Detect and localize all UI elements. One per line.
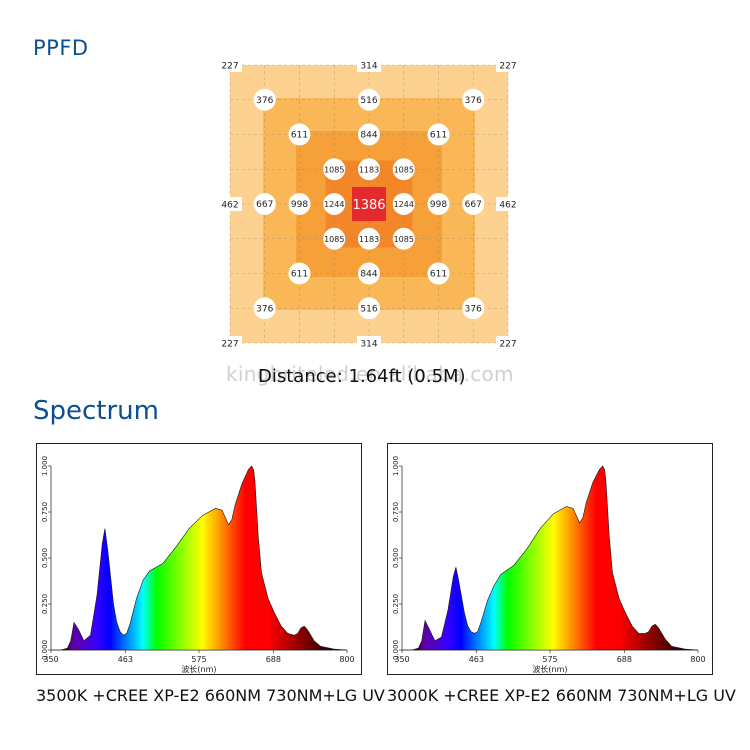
ppfd-value: 611 xyxy=(291,270,308,280)
ppfd-point: 227 xyxy=(496,58,520,72)
distance-label: Distance: 1.64ft (0.5M) xyxy=(258,366,466,387)
ppfd-value: 1244 xyxy=(324,200,344,209)
y-tick-label: 0.500 xyxy=(41,548,49,568)
watermark: kingbriteled.en.alibaba.com xyxy=(226,362,514,386)
ppfd-value: 611 xyxy=(291,131,308,141)
ppfd-value: 1183 xyxy=(359,235,379,244)
ppfd-value: 376 xyxy=(256,304,273,314)
spectrum-title: Spectrum xyxy=(33,396,159,426)
ppfd-value: 844 xyxy=(360,270,377,280)
spectrum-area xyxy=(51,465,348,651)
ppfd-value: 1085 xyxy=(394,165,414,174)
ppfd-point: 516 xyxy=(358,297,380,320)
ppfd-point: 1183 xyxy=(358,158,380,181)
ppfd-point: 376 xyxy=(253,88,276,111)
ppfd-point: 611 xyxy=(288,262,311,285)
x-tick-label: 800 xyxy=(339,655,354,664)
chart-caption-right: 3000K +CREE XP-E2 660NM 730NM+LG UV xyxy=(387,686,736,705)
ppfd-point: 1085 xyxy=(323,158,346,181)
ppfd-point: 1244 xyxy=(392,193,415,215)
x-tick-label: 463 xyxy=(118,655,133,664)
y-tick-label: 0.250 xyxy=(41,594,49,614)
y-tick-label: 0.000 xyxy=(41,640,49,660)
x-tick-label: 688 xyxy=(617,655,632,664)
ppfd-heatmap: 227 314 227 376 516 376 611 844 611 1085 1183 1085 4… xyxy=(218,58,520,350)
ppfd-point: 376 xyxy=(462,297,485,320)
ppfd-value: 611 xyxy=(430,131,447,141)
x-tick-label: 688 xyxy=(266,655,281,664)
ppfd-value: 227 xyxy=(221,62,238,72)
ppfd-point: 462 xyxy=(496,197,520,211)
spectrum-chart-left: 350 463 575 688 800 波长(nm) 0.000 0.250 0.500 0.75… xyxy=(36,443,362,675)
ppfd-value: 227 xyxy=(499,340,516,350)
ppfd-value: 1085 xyxy=(324,235,344,244)
ppfd-value: 227 xyxy=(221,340,238,350)
ppfd-value: 667 xyxy=(256,200,273,210)
ppfd-point: 516 xyxy=(358,88,380,111)
ppfd-point: 1085 xyxy=(392,227,415,250)
ppfd-point: 998 xyxy=(427,193,450,215)
y-tick-label: 0.750 xyxy=(392,502,400,522)
ppfd-value: 1183 xyxy=(359,165,379,174)
x-tick-label: 350 xyxy=(43,655,58,664)
ppfd-value: 516 xyxy=(360,304,377,314)
ppfd-point: 667 xyxy=(253,193,276,215)
ppfd-value: 998 xyxy=(430,200,447,210)
ppfd-value: 516 xyxy=(360,96,377,106)
ppfd-point: 314 xyxy=(357,58,381,72)
ppfd-value: 667 xyxy=(465,200,482,210)
chart-caption-left: 3500K +CREE XP-E2 660NM 730NM+LG UV xyxy=(36,686,385,705)
ppfd-point: 844 xyxy=(358,262,380,285)
ppfd-point: 1085 xyxy=(323,227,346,250)
ppfd-value: 227 xyxy=(499,62,516,72)
spectrum-area xyxy=(402,465,699,651)
ppfd-point: 667 xyxy=(462,193,485,215)
ppfd-value: 998 xyxy=(291,200,308,210)
ppfd-point: 1085 xyxy=(392,158,415,181)
ppfd-value: 376 xyxy=(465,96,482,106)
x-tick-label: 463 xyxy=(469,655,484,664)
ppfd-point: 611 xyxy=(427,262,450,285)
ppfd-value: 376 xyxy=(256,96,273,106)
ppfd-point: 1386 xyxy=(352,187,386,221)
x-axis-label: 波长(nm) xyxy=(181,664,216,674)
ppfd-point: 227 xyxy=(496,336,520,350)
ppfd-point: 998 xyxy=(288,193,311,215)
y-tick-label: 0.750 xyxy=(41,502,49,522)
y-tick-label: 1.000 xyxy=(41,456,49,476)
x-tick-label: 350 xyxy=(394,655,409,664)
ppfd-value: 462 xyxy=(499,201,516,211)
ppfd-point: 611 xyxy=(427,123,450,146)
ppfd-point: 462 xyxy=(218,197,242,211)
ppfd-value: 1085 xyxy=(394,235,414,244)
x-tick-label: 575 xyxy=(542,655,557,664)
ppfd-value: 376 xyxy=(465,304,482,314)
ppfd-value: 314 xyxy=(360,340,377,350)
spectrum-chart-right: 350 463 575 688 800 波长(nm) 0.000 0.250 0.500 0.75… xyxy=(387,443,713,675)
ppfd-point: 376 xyxy=(253,297,276,320)
x-axis-label: 波长(nm) xyxy=(532,664,567,674)
ppfd-point: 314 xyxy=(357,336,381,350)
x-tick-label: 800 xyxy=(690,655,705,664)
ppfd-value: 462 xyxy=(221,201,238,211)
y-tick-label: 0.250 xyxy=(392,594,400,614)
ppfd-value: 1085 xyxy=(324,165,344,174)
y-tick-label: 0.500 xyxy=(392,548,400,568)
ppfd-point: 227 xyxy=(218,336,242,350)
ppfd-point: 1244 xyxy=(323,193,346,215)
y-tick-label: 0.000 xyxy=(392,640,400,660)
ppfd-value: 844 xyxy=(360,131,377,141)
ppfd-point: 227 xyxy=(218,58,242,72)
ppfd-point: 611 xyxy=(288,123,311,146)
ppfd-value: 1386 xyxy=(352,198,385,213)
ppfd-value: 611 xyxy=(430,270,447,280)
ppfd-point: 376 xyxy=(462,88,485,111)
x-tick-label: 575 xyxy=(191,655,206,664)
ppfd-value: 314 xyxy=(360,62,377,72)
ppfd-point: 844 xyxy=(358,123,380,146)
y-tick-label: 1.000 xyxy=(392,456,400,476)
ppfd-title: PPFD xyxy=(33,36,89,60)
ppfd-value: 1244 xyxy=(394,200,414,209)
ppfd-point: 1183 xyxy=(358,227,380,250)
